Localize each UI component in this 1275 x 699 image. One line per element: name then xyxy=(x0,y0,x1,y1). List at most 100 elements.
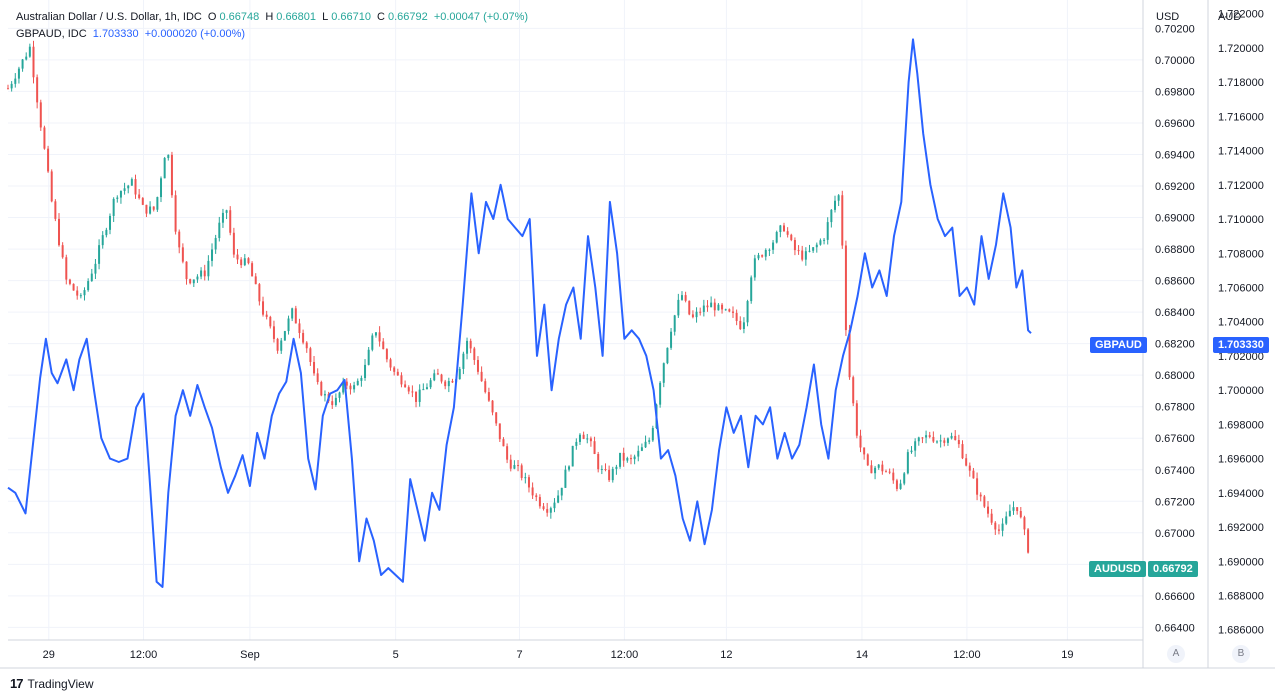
audusd-candle-body xyxy=(484,381,487,393)
usd-tick-label: 0.70200 xyxy=(1155,23,1195,35)
audusd-candle-body xyxy=(389,359,392,368)
audusd-candle-body xyxy=(382,341,385,350)
audusd-candle-body xyxy=(356,380,359,386)
audusd-candle-body xyxy=(815,244,818,248)
audusd-candle-body xyxy=(921,437,924,439)
audusd-candle-body xyxy=(557,495,560,503)
audusd-candle-body xyxy=(385,349,388,360)
audusd-candle-body xyxy=(291,308,294,319)
audusd-candle-body xyxy=(400,375,403,385)
audusd-candle-body xyxy=(888,471,891,473)
audusd-candle-body xyxy=(305,342,308,349)
audusd-candle-body xyxy=(706,305,709,308)
audusd-candle-body xyxy=(597,453,600,470)
audusd-candle-body xyxy=(167,154,170,159)
audusd-candle-body xyxy=(524,477,527,479)
audusd-candle-body xyxy=(782,225,785,232)
aud-tick-label: 1.706000 xyxy=(1218,282,1264,294)
audusd-candle-body xyxy=(990,513,993,523)
audusd-candle-body xyxy=(513,465,516,469)
audusd-candle-body xyxy=(535,495,538,498)
audusd-candle-body xyxy=(396,371,399,376)
audusd-candle-body xyxy=(731,311,734,313)
audusd-candle-body xyxy=(50,171,53,202)
audusd-candle-body xyxy=(232,232,235,255)
audusd-candle-body xyxy=(936,441,939,443)
audusd-candle-body xyxy=(684,295,687,301)
audusd-candle-body xyxy=(160,178,163,198)
second-series-name: GBPAUD, IDC xyxy=(16,28,87,40)
audusd-candle-body xyxy=(644,441,647,448)
audusd-candle-body xyxy=(670,331,673,348)
scale-b-button[interactable]: B xyxy=(1232,645,1250,663)
usd-tick-label: 0.66400 xyxy=(1155,622,1195,634)
audusd-series-tag: AUDUSD xyxy=(1089,561,1147,577)
main-legend[interactable]: Australian Dollar / U.S. Dollar, 1h, IDC… xyxy=(16,11,531,23)
audusd-candle-body xyxy=(1016,507,1019,512)
audusd-candle-body xyxy=(965,458,968,466)
audusd-candle-body xyxy=(214,238,217,250)
audusd-candle-body xyxy=(866,454,869,466)
audusd-candle-body xyxy=(262,301,265,315)
audusd-candle-body xyxy=(1027,529,1030,553)
audusd-candle-body xyxy=(1008,510,1011,517)
usd-tick-label: 0.69800 xyxy=(1155,86,1195,98)
second-series-change: +0.000020 (+0.00%) xyxy=(144,28,246,40)
audusd-candle-body xyxy=(349,385,352,390)
audusd-candle-body xyxy=(338,392,341,398)
audusd-candle-body xyxy=(236,254,239,260)
aud-tick-label: 1.686000 xyxy=(1218,625,1264,637)
audusd-candle-body xyxy=(564,469,567,488)
gbpaud-series-tag: GBPAUD xyxy=(1090,337,1147,353)
audusd-candle-body xyxy=(269,316,272,327)
audusd-candle-body xyxy=(1023,517,1026,530)
audusd-candle-body xyxy=(218,222,221,239)
audusd-candle-body xyxy=(779,225,782,233)
audusd-candle-body xyxy=(364,364,367,379)
audusd-candle-body xyxy=(134,179,137,195)
audusd-candle-body xyxy=(633,456,636,460)
audusd-candle-body xyxy=(651,428,654,441)
audusd-candle-body xyxy=(903,473,906,484)
audusd-candle-body xyxy=(746,301,749,323)
audusd-candle-body xyxy=(600,468,603,470)
usd-tick-label: 0.70000 xyxy=(1155,55,1195,67)
aud-tick-label: 1.694000 xyxy=(1218,488,1264,500)
main-series-name: Australian Dollar / U.S. Dollar, 1h, IDC xyxy=(16,11,202,23)
audusd-candle-body xyxy=(476,359,479,372)
aud-axis-ticks: 1.722000 1.720000 1.718000 1.716000 1.714000… xyxy=(1218,9,1264,637)
aud-tick-label: 1.722000 xyxy=(1218,9,1264,21)
audusd-candle-body xyxy=(72,283,75,291)
audusd-candle-body xyxy=(149,206,152,214)
audusd-price-tag: 0.66792 xyxy=(1148,561,1198,577)
audusd-candle-body xyxy=(192,279,195,284)
audusd-candle-body xyxy=(885,471,888,473)
audusd-candle-body xyxy=(761,255,764,257)
second-legend[interactable]: GBPAUD, IDC 1.703330 +0.000020 (+0.00%) xyxy=(16,28,248,40)
audusd-candle-body xyxy=(342,381,345,393)
audusd-candle-body xyxy=(1005,516,1008,524)
gbpaud-tag-value: 1.703330 xyxy=(1218,339,1264,351)
aud-tick-label: 1.690000 xyxy=(1218,556,1264,568)
audusd-candle-body xyxy=(47,148,50,172)
audusd-candle-body xyxy=(17,68,20,79)
audusd-candle-body xyxy=(637,450,640,457)
audusd-candle-body xyxy=(98,245,101,264)
usd-axis-title: USD xyxy=(1156,11,1179,23)
audusd-candle-body xyxy=(498,423,501,440)
usd-tick-label: 0.68000 xyxy=(1155,370,1195,382)
aud-tick-label: 1.700000 xyxy=(1218,385,1264,397)
audusd-candle-body xyxy=(906,452,909,474)
audusd-candle-body xyxy=(717,304,720,311)
audusd-candle-body xyxy=(735,312,738,321)
audusd-candle-body xyxy=(640,447,643,451)
scale-a-button[interactable]: A xyxy=(1167,645,1185,663)
audusd-candle-body xyxy=(21,59,24,69)
tradingview-branding[interactable]: 17 TradingView xyxy=(10,676,94,691)
audusd-candle-body xyxy=(200,270,203,277)
audusd-candle-body xyxy=(447,381,450,387)
audusd-candle-body xyxy=(972,470,975,479)
audusd-candle-body xyxy=(378,332,381,342)
audusd-candle-body xyxy=(462,353,465,369)
